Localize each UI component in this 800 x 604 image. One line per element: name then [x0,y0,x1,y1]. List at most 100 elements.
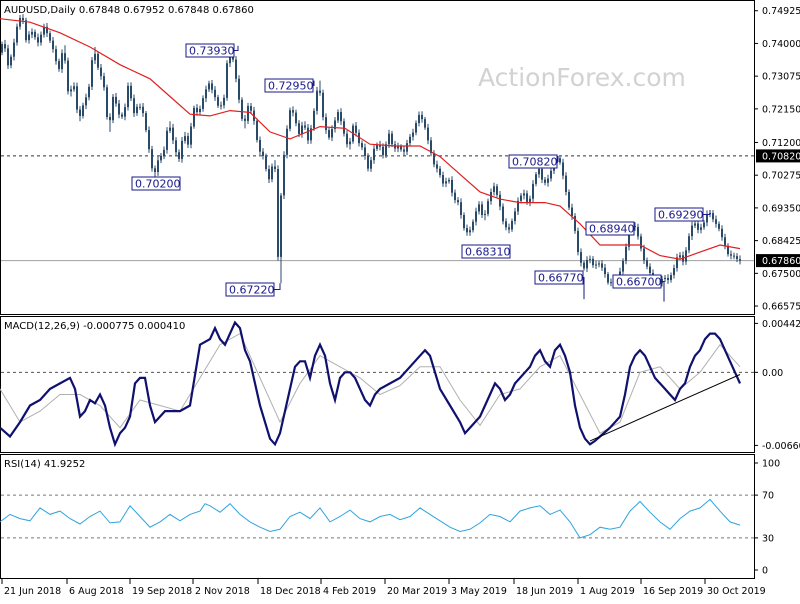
price-tick-label-4: 0.71200 [762,138,800,149]
candle-body [301,125,303,134]
candle-body [238,78,240,100]
candle-body [496,186,498,195]
candle-body [634,226,636,228]
candle-body [160,155,162,161]
rsi-y-axis: 100 70 30 0 [754,459,780,577]
candle-body [91,60,93,87]
candle-body [448,179,450,182]
candle-body [109,117,111,121]
candle-body [535,174,537,184]
candle-body [385,144,387,156]
candle-body [226,63,228,98]
candle-body [76,86,78,110]
candle-body [79,109,81,116]
candle-body [637,227,639,237]
candle-body [157,160,159,173]
candle-body [187,136,189,145]
candle-body [469,230,471,233]
candle-body [10,56,12,66]
candle-body [373,148,375,161]
candle-body [4,44,6,49]
callout-box-2 [131,176,181,191]
candle-body [670,275,672,281]
price-tick-label-8: 0.67500 [762,269,800,280]
candle-body [7,48,9,66]
candle-body [697,223,699,230]
callout-box-8 [534,270,584,285]
callout-label-7: 0.69290 [658,209,704,222]
rsi-header: RSI(14) 41.9252 [4,459,85,470]
candle-body [664,277,666,279]
candle-body [250,106,252,111]
candle-body [415,123,417,133]
candle-body [274,166,276,169]
candle-body [67,60,69,92]
candle-body [595,264,597,266]
price-y-axis: 0.74925 0.74000 0.73075 0.72150 0.71200 0.702… [754,6,800,313]
candle-body [49,33,51,41]
candle-body [328,130,330,138]
callout-label-3: 0.67220 [229,284,275,297]
rsi-tick-label-3: 0 [762,566,768,577]
candle-body [277,168,279,257]
candle-body [139,106,141,108]
candle-body [205,89,207,99]
x-tick-label-2: 19 Sep 2018 [132,586,192,597]
candle-body [727,245,729,255]
x-tick-label-11: 30 Oct 2019 [707,586,766,597]
callout-label-0: 0.73930 [189,45,235,58]
candle-body [490,191,492,202]
level-box-1 [756,254,800,268]
candle-body [430,140,432,154]
price-tick-label-1: 0.74000 [762,39,800,50]
candle-body [406,143,408,152]
rsi-panel [0,454,755,579]
candle-body [472,221,474,231]
price-tick-label-6: 0.69350 [762,203,800,214]
candle-body [517,200,519,212]
candle-body [493,186,495,192]
candle-body [331,129,333,138]
candle-body [31,31,33,35]
ma-line [0,18,741,260]
candle-body [121,114,123,117]
candle-body [136,106,138,114]
candle-body [214,89,216,98]
candle-body [181,140,183,159]
candle-body [325,117,327,131]
candle-body [424,119,426,128]
candle-body [487,201,489,214]
candle-body [100,67,102,77]
candle-body [667,277,669,281]
candle-body [598,263,600,265]
candle-body [514,211,516,221]
callout-connector-7 [703,210,711,215]
candle-body [289,110,291,129]
candle-body [259,139,261,152]
candle-body [58,61,60,70]
candle-body [361,143,363,148]
callout-label-1: 0.72950 [268,80,314,93]
callout-label-4: 0.68310 [465,246,511,259]
price-tick-label-9: 0.66575 [762,302,800,313]
candle-body [256,120,258,140]
candle-body [568,191,570,208]
candle-body [733,255,735,257]
candle-body [409,136,411,144]
candle-body [610,282,612,284]
candle-body [106,87,108,118]
candle-body [436,164,438,169]
candle-body [175,140,177,153]
callout-label-9: 0.66700 [616,276,662,289]
candle-body [130,85,132,99]
candle-body [151,149,153,169]
candle-body [391,133,393,145]
candle-body [118,103,120,115]
level-label-1: 0.67860 [762,256,800,267]
candle-body [691,225,693,237]
callout-label-5: 0.70820 [512,156,558,169]
candle-body [463,214,465,229]
macd-tick-label-1: 0.00 [762,368,783,379]
candle-body [208,83,210,90]
price-panel [0,0,755,315]
